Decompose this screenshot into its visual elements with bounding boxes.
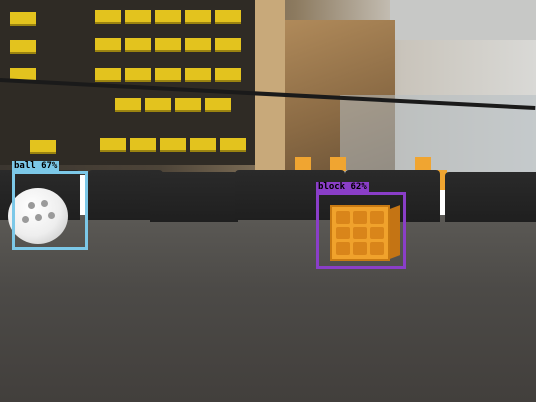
storage-bin (155, 10, 181, 24)
ball-hole (22, 216, 29, 223)
storage-bin (115, 98, 141, 112)
wiffle-ball (8, 188, 68, 244)
barrier-clamp (295, 157, 311, 171)
block-cell (336, 242, 350, 255)
storage-bin (185, 10, 211, 24)
storage-bin (10, 12, 36, 26)
storage-bin (215, 68, 241, 82)
storage-bin (125, 10, 151, 24)
block-cell (336, 211, 350, 224)
storage-bin (175, 98, 201, 112)
storage-bin (190, 138, 216, 152)
block-cell (370, 226, 384, 240)
storage-shelves (0, 0, 260, 165)
storage-bin (95, 38, 121, 52)
block-detection-box (316, 192, 406, 269)
block-cell (370, 211, 384, 224)
ball-detection-box (12, 171, 88, 250)
storage-bin (205, 98, 231, 112)
storage-bin (155, 68, 181, 82)
field-barrier (235, 170, 345, 220)
storage-bin (145, 98, 171, 112)
ball-hole (48, 212, 55, 219)
barrier-clamp (330, 157, 346, 171)
storage-bin (95, 10, 121, 24)
storage-bin (125, 38, 151, 52)
ball-hole (41, 200, 48, 207)
ball-detection-label: ball 67% (12, 161, 60, 172)
floor (0, 215, 536, 402)
block-cell (336, 226, 350, 240)
block-cell (353, 226, 367, 240)
storage-bin (155, 38, 181, 52)
ball-hole (28, 202, 35, 209)
storage-bin (130, 138, 156, 152)
storage-bin (10, 40, 36, 54)
ceiling (390, 0, 536, 40)
storage-bin (95, 68, 121, 82)
wood-panel (255, 0, 285, 170)
storage-bin (30, 140, 56, 154)
barrier-clamp (437, 170, 447, 190)
storage-bin (100, 138, 126, 152)
storage-bin (215, 38, 241, 52)
field-barrier (150, 172, 238, 222)
ball-hole (35, 214, 42, 221)
orange-block (330, 205, 390, 261)
storage-bin (185, 68, 211, 82)
block-cell (353, 242, 367, 255)
storage-bin (185, 38, 211, 52)
block-cell (353, 211, 367, 224)
storage-bin (220, 138, 246, 152)
storage-bin (160, 138, 186, 152)
barrier-clamp (415, 157, 431, 171)
block-detection-label: block 62% (316, 182, 369, 193)
storage-bin (215, 10, 241, 24)
storage-bin (125, 68, 151, 82)
field-barrier (445, 172, 536, 222)
block-cell (370, 242, 384, 255)
